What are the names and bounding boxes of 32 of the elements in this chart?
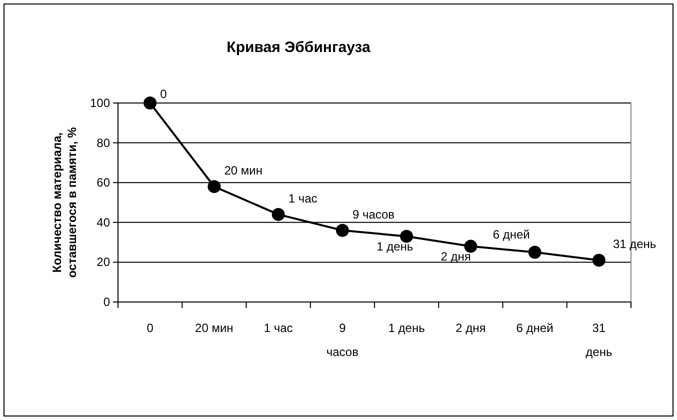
annotation: 1 час — [288, 191, 318, 206]
point — [592, 254, 606, 267]
point — [528, 246, 542, 259]
annotation: 0 — [160, 87, 168, 101]
annotation: 1 день — [376, 239, 414, 254]
y-tick-label: 60 — [96, 176, 110, 190]
annotation: 9 часов — [352, 207, 395, 222]
x-tick-label: 9 часов — [326, 321, 358, 359]
annotation: 20 мин — [224, 164, 262, 178]
x-tick-label: 0 — [146, 321, 154, 335]
point — [208, 180, 221, 194]
x-tick-label: 1 час — [264, 321, 293, 335]
point — [144, 96, 157, 110]
point — [400, 230, 414, 243]
x-tick-label: 2 дня — [456, 321, 486, 335]
x-tick-label: 20 мин — [195, 321, 234, 335]
x-tick-label: 1 день — [388, 321, 425, 335]
y-tick-label: 20 — [96, 255, 110, 270]
point — [336, 224, 349, 237]
y-axis-title: Количество материала, оставшегося в памяти, % — [50, 126, 79, 278]
y-tick-label: 0 — [103, 295, 110, 309]
y-tick-label: 100 — [90, 96, 110, 110]
y-tick-label: 80 — [96, 136, 110, 150]
point — [272, 208, 285, 221]
annotation: 31 день — [612, 237, 656, 252]
y-tick-label: 40 — [96, 215, 110, 230]
x-tick-label: 6 дней — [516, 321, 554, 335]
point — [464, 240, 478, 253]
annotation: 2 дня — [440, 249, 471, 264]
annotation: 6 дней — [492, 227, 530, 242]
chart-title: Кривая Эббингауза — [226, 39, 371, 56]
x-tick-label: 31 день — [586, 321, 612, 359]
